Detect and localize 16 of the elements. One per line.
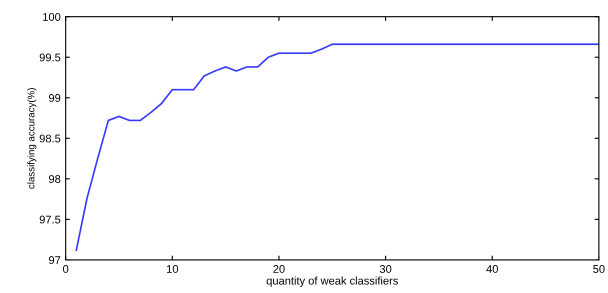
x-tick-label: 50 bbox=[593, 265, 605, 273]
x-tick-label: 40 bbox=[486, 265, 498, 273]
y-tick-label: 98 bbox=[48, 175, 60, 183]
y-tick-label: 99 bbox=[48, 94, 60, 102]
y-tick-label: 97.5 bbox=[40, 216, 60, 224]
x-tick-label: 10 bbox=[166, 265, 178, 273]
y-tick-label: 99.5 bbox=[40, 54, 60, 62]
y-tick-label: 98.5 bbox=[40, 134, 60, 142]
x-tick-label: 20 bbox=[273, 265, 285, 273]
y-tick-label: 97 bbox=[48, 256, 60, 264]
y-tick-label: 100 bbox=[43, 12, 60, 21]
y-axis-title: classifying accuracy(%) bbox=[27, 88, 36, 189]
line-series bbox=[75, 43, 599, 251]
x-tick-label: 0 bbox=[63, 265, 68, 273]
x-tick-label: 30 bbox=[380, 265, 392, 273]
x-axis-title: quantity of weak classifiers bbox=[266, 276, 398, 287]
